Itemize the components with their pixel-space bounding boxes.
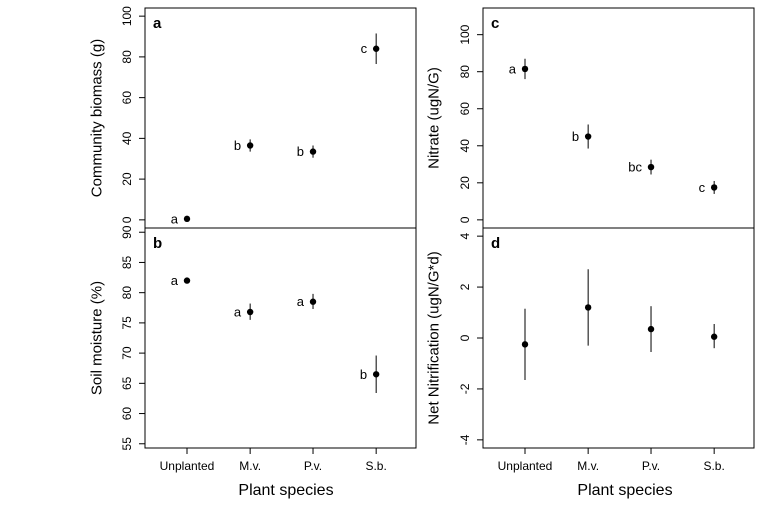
data-point-c-1 [584, 133, 592, 140]
y-tick-label-a-1: 20 [120, 172, 134, 186]
data-point-b-2 [309, 298, 317, 305]
x-tick-label-d-3: S.b. [703, 459, 724, 473]
x-axis-title-left: Plant species [238, 482, 333, 499]
plot-frame-b [144, 227, 417, 449]
y-tick-label-b-3: 70 [120, 346, 134, 360]
y-tick-label-d-3: 2 [458, 283, 472, 290]
significance-letter-c-1: b [572, 129, 579, 144]
data-point-b-0 [183, 277, 191, 284]
y-tick-label-b-7: 90 [120, 225, 134, 239]
panel-b: b 55 60 65 70 75 80 85 90 Soil moisture (%) Unplan… [89, 225, 417, 473]
significance-letter-c-3: c [699, 180, 706, 195]
y-tick-label-a-0: 0 [120, 216, 134, 223]
data-point-d-0 [521, 341, 529, 348]
x-axis-title-right: Plant species [577, 482, 672, 499]
y-tick-label-b-5: 80 [120, 286, 134, 300]
y-tick-label-b-6: 85 [120, 255, 134, 269]
data-point-a-3 [372, 45, 380, 52]
data-point-d-3 [710, 333, 718, 340]
y-tick-label-c-4: 80 [458, 65, 472, 79]
data-point-b-3 [372, 371, 380, 378]
x-tick-label-b-1: M.v. [239, 459, 261, 473]
y-tick-label-c-0: 0 [458, 216, 472, 223]
x-tick-label-d-1: M.v. [577, 459, 599, 473]
y-tick-label-b-0: 55 [120, 437, 134, 451]
x-tick-label-b-0: Unplanted [160, 459, 215, 473]
panel-c: c 0 20 40 60 80 100 Nitrate (ugN/G) a b bc c [426, 7, 755, 229]
data-point-a-1 [246, 142, 254, 149]
data-point-d-1 [584, 304, 592, 311]
panel-label-b: b [153, 235, 162, 252]
panel-label-c: c [491, 15, 499, 32]
data-point-a-0 [183, 215, 191, 223]
y-axis-title-d: Net Nitrification (ugN/G*d) [426, 251, 443, 424]
y-tick-label-d-0: -4 [458, 434, 472, 445]
x-tick-label-d-2: P.v. [642, 459, 660, 473]
y-tick-label-a-2: 40 [120, 131, 134, 145]
significance-letter-c-2: bc [628, 160, 642, 175]
y-tick-label-a-5: 100 [120, 6, 134, 26]
significance-letter-a-0: a [171, 211, 179, 226]
significance-letter-c-0: a [509, 61, 517, 76]
panel-d: d -4 -2 0 2 4 Net Nitrification (ugN/G*d) Unpla… [426, 227, 755, 473]
y-axis-title-c: Nitrate (ugN/G) [426, 67, 443, 169]
y-tick-label-d-4: 4 [458, 232, 472, 239]
x-tick-label-b-2: P.v. [304, 459, 322, 473]
significance-letter-a-3: c [361, 41, 368, 56]
significance-letter-a-1: b [234, 138, 241, 153]
panel-label-a: a [153, 15, 162, 32]
significance-letter-b-2: a [297, 294, 305, 309]
y-axis-title-a: Community biomass (g) [89, 39, 106, 197]
significance-letter-b-1: a [234, 305, 242, 320]
y-tick-label-c-3: 60 [458, 102, 472, 116]
y-tick-label-c-1: 20 [458, 176, 472, 190]
data-point-c-2 [647, 163, 655, 171]
y-tick-label-b-4: 75 [120, 316, 134, 330]
data-point-c-0 [521, 65, 529, 73]
y-tick-label-d-1: -2 [458, 383, 472, 394]
y-tick-label-d-2: 0 [458, 334, 472, 341]
y-tick-label-c-5: 100 [458, 24, 472, 44]
y-tick-label-a-3: 60 [120, 91, 134, 105]
y-tick-label-b-2: 65 [120, 376, 134, 390]
data-point-b-1 [246, 308, 254, 316]
data-point-a-2 [309, 148, 317, 155]
significance-letter-b-3: b [360, 367, 367, 382]
significance-letter-b-0: a [171, 273, 179, 288]
data-point-c-3 [710, 184, 718, 191]
significance-letter-a-2: b [297, 144, 304, 159]
y-tick-label-a-4: 80 [120, 50, 134, 64]
panel-a: a 0 20 40 60 80 100 Community biomass (g) a b b c [89, 6, 417, 229]
x-tick-label-d-0: Unplanted [498, 459, 553, 473]
data-point-d-2 [647, 325, 655, 333]
y-tick-label-c-2: 40 [458, 139, 472, 153]
panel-label-d: d [491, 235, 500, 252]
x-tick-label-b-3: S.b. [365, 459, 386, 473]
y-axis-title-b: Soil moisture (%) [89, 281, 106, 395]
y-tick-label-b-1: 60 [120, 407, 134, 421]
